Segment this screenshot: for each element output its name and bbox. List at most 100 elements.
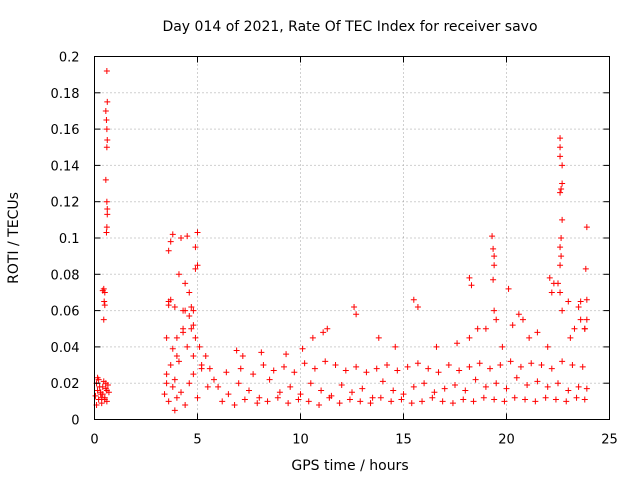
data-point xyxy=(557,135,564,142)
data-point xyxy=(534,378,541,385)
data-point xyxy=(581,396,588,403)
data-point xyxy=(505,285,512,292)
data-point xyxy=(297,391,304,398)
x-tick-label: 0 xyxy=(90,433,98,448)
data-point xyxy=(499,343,506,350)
data-point xyxy=(419,398,426,405)
data-point xyxy=(558,185,565,192)
data-point xyxy=(353,363,360,370)
data-point xyxy=(173,334,180,341)
data-point xyxy=(167,296,174,303)
data-point xyxy=(482,325,489,332)
data-point xyxy=(215,383,222,390)
data-point xyxy=(175,358,182,365)
data-point xyxy=(390,387,397,394)
data-point xyxy=(307,380,314,387)
data-point xyxy=(351,303,358,310)
data-point xyxy=(287,383,294,390)
data-point xyxy=(173,394,180,401)
data-point xyxy=(565,298,572,305)
y-tick-label: 0.14 xyxy=(51,159,80,174)
data-point xyxy=(309,334,316,341)
data-point xyxy=(519,316,526,323)
data-point xyxy=(175,271,182,278)
data-point xyxy=(414,360,421,367)
x-tick-label: 25 xyxy=(601,433,618,448)
data-point xyxy=(445,362,452,369)
data-point xyxy=(171,303,178,310)
data-point xyxy=(583,224,590,231)
data-point xyxy=(559,358,566,365)
data-point xyxy=(425,365,432,372)
data-point xyxy=(435,369,442,376)
data-point xyxy=(414,303,421,310)
data-point xyxy=(482,383,489,390)
y-tick-label: 0.2 xyxy=(59,51,80,66)
data-point xyxy=(104,211,111,218)
data-point xyxy=(379,378,386,385)
data-point xyxy=(295,396,302,403)
data-point xyxy=(582,265,589,272)
data-point xyxy=(210,376,217,383)
data-point xyxy=(583,316,590,323)
data-point xyxy=(433,343,440,350)
data-point xyxy=(184,343,191,350)
data-point xyxy=(460,396,467,403)
data-point xyxy=(513,374,520,381)
data-point xyxy=(367,400,374,407)
data-point xyxy=(538,362,545,369)
data-point xyxy=(291,369,298,376)
data-point xyxy=(363,369,370,376)
data-point xyxy=(359,385,366,392)
data-point xyxy=(283,351,290,358)
y-tick-label: 0.06 xyxy=(51,305,80,320)
data-point xyxy=(163,371,170,378)
data-point xyxy=(557,189,564,196)
data-point xyxy=(542,394,549,401)
data-point xyxy=(165,302,172,309)
data-point xyxy=(101,396,108,403)
data-point xyxy=(526,334,533,341)
data-point xyxy=(102,380,109,387)
data-point xyxy=(466,334,473,341)
y-tick-label: 0.1 xyxy=(59,232,80,247)
data-point xyxy=(192,265,199,272)
data-point xyxy=(163,380,170,387)
data-point xyxy=(577,316,584,323)
data-point xyxy=(254,400,261,407)
x-axis-title: GPS time / hours xyxy=(291,458,408,474)
data-point xyxy=(171,407,178,414)
data-point xyxy=(548,289,555,296)
data-point xyxy=(223,369,230,376)
data-point xyxy=(466,274,473,281)
data-point xyxy=(577,298,584,305)
data-point xyxy=(544,383,551,390)
data-point xyxy=(517,363,524,370)
data-point xyxy=(103,387,110,394)
data-point xyxy=(346,396,353,403)
y-tick-label: 0 xyxy=(71,414,79,429)
data-point xyxy=(410,296,417,303)
data-point xyxy=(557,289,564,296)
data-point xyxy=(490,276,497,283)
data-point xyxy=(103,198,110,205)
data-point xyxy=(571,325,578,332)
data-point xyxy=(231,401,238,408)
data-point xyxy=(490,245,497,252)
data-point xyxy=(206,365,213,372)
data-point xyxy=(239,352,246,359)
data-point xyxy=(567,334,574,341)
data-point xyxy=(493,380,500,387)
x-tick-labels: 0 5 10 15 20 25 xyxy=(90,433,617,448)
data-point xyxy=(468,282,475,289)
data-point xyxy=(266,376,273,383)
data-point xyxy=(103,126,110,133)
data-point xyxy=(338,382,345,389)
data-point xyxy=(550,280,557,287)
data-point xyxy=(165,247,172,254)
data-point xyxy=(182,307,189,314)
data-point xyxy=(194,262,201,269)
data-point xyxy=(489,233,496,240)
data-point xyxy=(487,365,494,372)
